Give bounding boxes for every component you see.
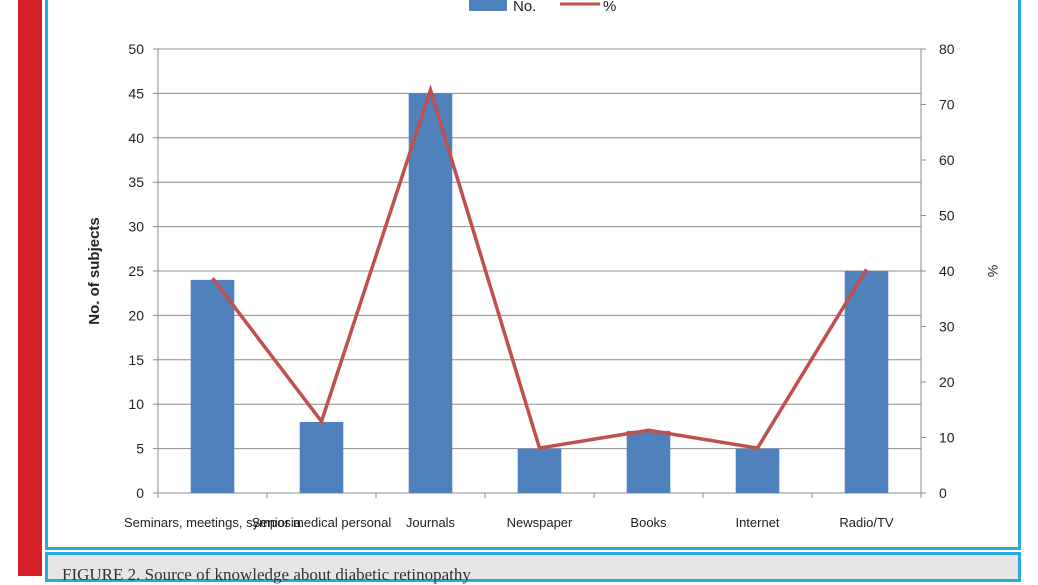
y-tick-label: 35 [128, 174, 144, 190]
y2-tick-label: 50 [939, 208, 955, 224]
y2-tick-label: 60 [939, 152, 955, 168]
x-tick-label: Senior medical personal [252, 515, 392, 530]
y2-axis-title: % [985, 265, 1001, 277]
y-tick-label: 10 [128, 396, 144, 412]
y-tick-label: 15 [128, 352, 144, 368]
y2-tick-label: 20 [939, 374, 955, 390]
y-tick-label: 50 [128, 41, 144, 57]
y2-tick-label: 10 [939, 430, 955, 446]
figure-caption: FIGURE 2. Source of knowledge about diab… [62, 565, 471, 585]
x-tick-label: Journals [406, 515, 456, 530]
figure-caption-box: FIGURE 2. Source of knowledge about diab… [45, 552, 1021, 582]
bar [736, 449, 780, 493]
y-tick-label: 25 [128, 263, 144, 279]
bar [191, 280, 235, 493]
y-tick-label: 40 [128, 130, 144, 146]
bar [518, 449, 562, 493]
bar [409, 93, 453, 493]
y-tick-label: 30 [128, 219, 144, 235]
bar [627, 431, 671, 493]
y-tick-label: 5 [136, 441, 144, 457]
y2-tick-label: 80 [939, 41, 955, 57]
x-tick-label: Books [630, 515, 667, 530]
bar [845, 271, 889, 493]
y2-tick-label: 30 [939, 319, 955, 335]
legend-label-bar: No. [513, 0, 536, 15]
x-tick-label: Internet [735, 515, 779, 530]
y-tick-label: 20 [128, 307, 144, 323]
bar [300, 422, 344, 493]
y2-tick-label: 40 [939, 263, 955, 279]
legend-swatch-bar [469, 0, 507, 11]
y2-tick-label: 0 [939, 485, 947, 501]
x-tick-label: Radio/TV [839, 515, 894, 530]
y-tick-label: 0 [136, 485, 144, 501]
legend-label-line: % [603, 0, 616, 15]
percent-line [213, 90, 867, 448]
y2-tick-label: 70 [939, 97, 955, 113]
x-tick-label: Newspaper [507, 515, 573, 530]
y-axis-title: No. of subjects [86, 217, 103, 325]
y-tick-label: 45 [128, 85, 144, 101]
